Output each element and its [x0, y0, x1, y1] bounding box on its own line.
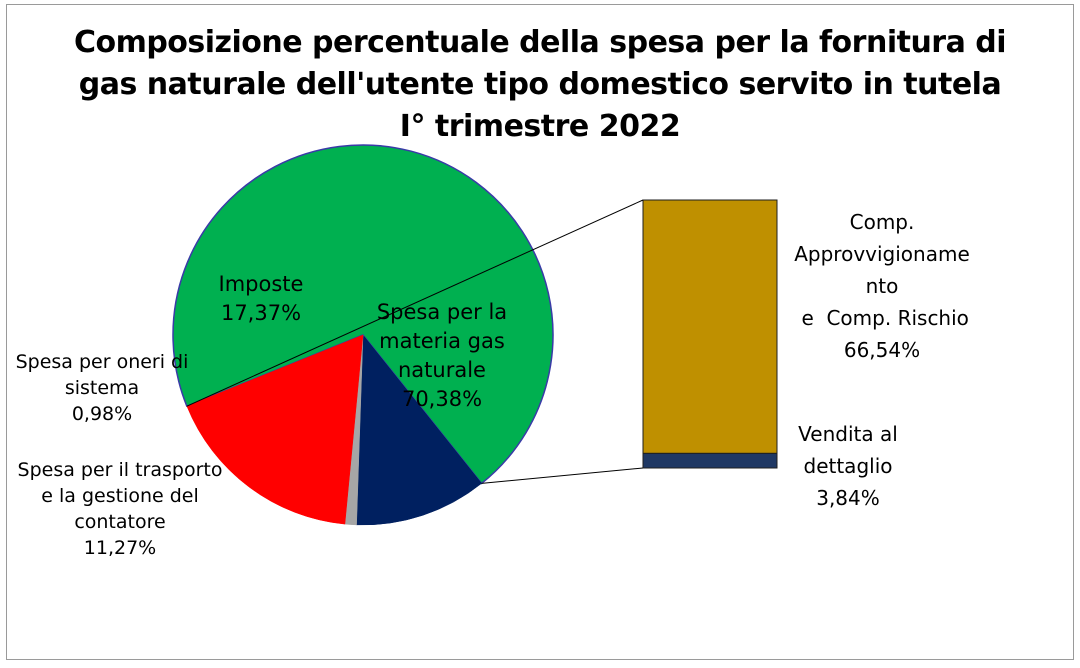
label-approvvigionamento: Comp. Approvvigioname nto e Comp. Rischi… [794, 210, 970, 362]
title-line-2: gas naturale dell'utente tipo domestico … [78, 67, 1002, 102]
label-trasporto: Spesa per il trasporto e la gestione del… [17, 459, 223, 559]
bar-segment-0 [642, 199, 778, 454]
title-line-1: Composizione percentuale della spesa per… [73, 25, 1007, 60]
chart-title: Composizione percentuale della spesa per… [0, 22, 1080, 148]
pie-slice-0 [172, 144, 554, 485]
label-imposte: Imposte 17,37% [218, 272, 304, 325]
label-materia-gas: Spesa per la materia gas naturale 70,38% [376, 300, 508, 411]
label-vendita-dettaglio: Vendita al dettaglio 3,84% [798, 422, 898, 510]
bar-segment-1 [642, 452, 778, 469]
connector-line-1 [481, 467, 644, 484]
pie-slice-3 [186, 334, 364, 525]
title-line-3: I° trimestre 2022 [399, 109, 681, 144]
connector-line-0 [186, 199, 644, 407]
pie-slice-1 [356, 334, 482, 526]
label-oneri-sistema: Spesa per oneri di sistema 0,98% [15, 351, 189, 425]
